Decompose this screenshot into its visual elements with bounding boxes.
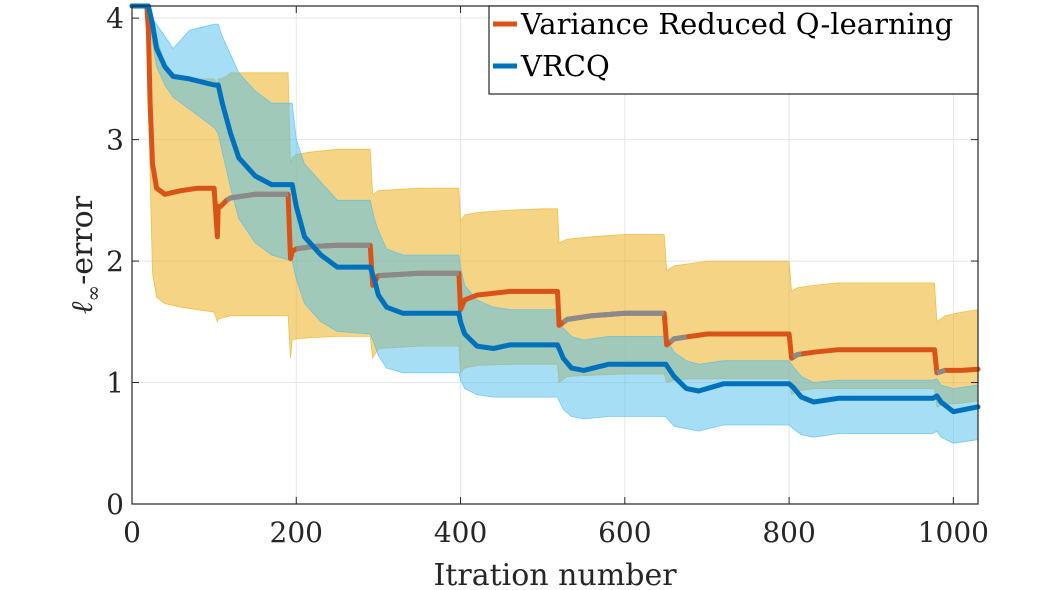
vrq-overlap-segment [378, 270, 459, 279]
x-tick-label: 600 [598, 516, 651, 549]
y-axis-label: ℓ∞-error [65, 195, 105, 314]
y-axis-label-subscript: ∞ [81, 285, 105, 302]
y-tick-label: 2 [106, 245, 124, 278]
legend-box [488, 5, 979, 95]
vrq-overlap-segment [668, 334, 687, 345]
y-tick-label: 1 [106, 367, 124, 400]
svg-text:ℓ∞-error: ℓ∞-error [65, 195, 105, 314]
series-lines [129, 3, 981, 415]
vrq-overlap-segment [561, 310, 665, 325]
legend-label-vrq: Variance Reduced Q-learning [520, 7, 953, 41]
y-tick-label: 0 [106, 488, 124, 521]
legend: Variance Reduced Q-learning VRCQ [488, 5, 979, 95]
x-axis-label: Itration number [433, 558, 677, 590]
x-tick-label: 800 [762, 516, 815, 549]
x-tick-label: 0 [123, 516, 141, 549]
y-tick-label: 3 [106, 124, 124, 157]
vrcq-mean-line [129, 3, 981, 415]
x-tick-label: 200 [270, 516, 323, 549]
legend-label-vrcq: VRCQ [520, 49, 610, 83]
y-axis-label-text: -error [65, 195, 100, 285]
x-tick-label: 1000 [918, 516, 989, 549]
x-tick-label: 400 [434, 516, 487, 549]
y-axis-label-symbol: ℓ [65, 301, 100, 314]
vrq-overlap-segment [225, 191, 289, 203]
y-tick-label: 4 [106, 2, 124, 35]
vrq-overlap-segment [791, 351, 802, 360]
vrq-overlap-segment [936, 368, 946, 376]
tick-labels: 0 200 400 600 800 1000 0 1 2 3 4 [106, 2, 989, 549]
vrq-overlap-segment [295, 242, 371, 252]
